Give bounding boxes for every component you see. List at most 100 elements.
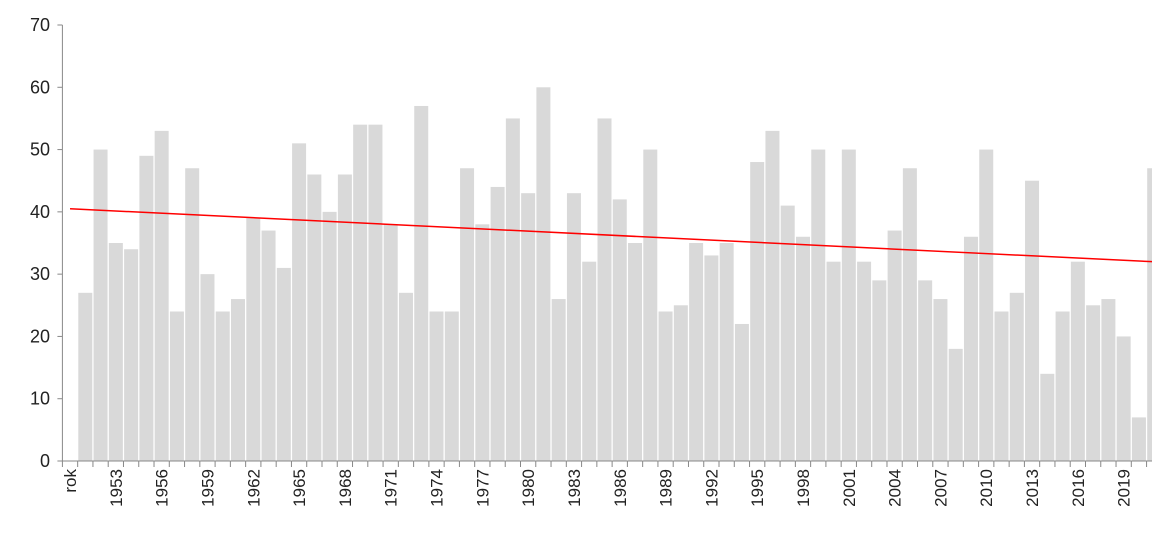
bar [1116, 336, 1131, 461]
x-tick-label: 1968 [336, 469, 355, 507]
bar [505, 118, 520, 461]
bar [612, 199, 627, 461]
bar [704, 255, 719, 461]
bar [231, 299, 246, 461]
bar [1101, 299, 1116, 461]
bar [414, 105, 429, 461]
bar [826, 261, 841, 461]
bar [658, 311, 673, 461]
y-tick-label: 50 [30, 140, 50, 160]
x-tick-label: 2004 [886, 469, 905, 507]
bar [200, 274, 215, 461]
bar [719, 243, 734, 461]
x-tick-label: 1998 [794, 469, 813, 507]
bar [673, 305, 688, 461]
bar [994, 311, 1009, 461]
x-tick-label: 1962 [244, 469, 263, 507]
x-tick-label: 1995 [748, 469, 767, 507]
bar [460, 168, 475, 461]
x-tick-label: 2010 [977, 469, 996, 507]
bar [795, 236, 810, 461]
bar [261, 230, 276, 461]
bar [429, 311, 444, 461]
bar [521, 193, 536, 461]
x-tick-label: 1953 [107, 469, 126, 507]
bar [902, 168, 917, 461]
bar [1086, 305, 1101, 461]
bar [108, 243, 123, 461]
y-tick-label: 0 [40, 451, 50, 471]
bar [750, 162, 765, 461]
y-tick-label: 60 [30, 77, 50, 97]
bar [139, 155, 154, 462]
bar [979, 149, 994, 462]
bar [841, 149, 856, 462]
bar [857, 261, 872, 461]
bar [337, 174, 352, 461]
bar [689, 243, 704, 461]
bar [185, 168, 200, 461]
x-tick-label: 1965 [290, 469, 309, 507]
bar [475, 224, 490, 461]
bar [566, 193, 581, 461]
bar [398, 292, 413, 461]
bar [872, 280, 887, 461]
bar [918, 280, 933, 461]
bar [444, 311, 459, 461]
x-tick-label: 2001 [840, 469, 859, 507]
bar [1131, 417, 1146, 461]
x-tick-label: 2013 [1023, 469, 1042, 507]
bar [597, 118, 612, 461]
y-tick-label: 10 [30, 389, 50, 409]
x-tick-label: 1971 [382, 469, 401, 507]
bar [628, 243, 643, 461]
y-tick-label: 20 [30, 326, 50, 346]
x-tick-label: 1986 [611, 469, 630, 507]
bar [124, 249, 139, 461]
bar [490, 186, 505, 461]
bar [1147, 168, 1152, 461]
bar [276, 267, 291, 461]
trend-line [69, 207, 1152, 263]
bar [933, 299, 948, 461]
bar [368, 124, 383, 462]
bar [1025, 180, 1040, 461]
bar [887, 230, 902, 461]
bar [383, 224, 398, 461]
bar [169, 311, 184, 461]
bar [551, 299, 566, 461]
bar [93, 149, 108, 462]
bar [215, 311, 230, 461]
y-tick-label: 40 [30, 202, 50, 222]
bar [765, 130, 780, 461]
bar [811, 149, 826, 462]
bar [780, 205, 795, 461]
x-tick-label: 1983 [565, 469, 584, 507]
x-tick-label: 1980 [519, 469, 538, 507]
bar [643, 149, 658, 462]
x-tick-label: 1956 [153, 469, 172, 507]
bar [1009, 292, 1024, 461]
x-tick-label: 1959 [198, 469, 217, 507]
bar [1070, 261, 1085, 461]
bar [78, 292, 93, 461]
bar [154, 130, 169, 461]
x-tick-label: 1989 [657, 469, 676, 507]
bar [246, 218, 261, 461]
bar [734, 323, 749, 461]
bar [307, 174, 322, 461]
bar [353, 124, 368, 462]
bar [1040, 373, 1055, 461]
x-tick-label: 2019 [1115, 469, 1134, 507]
bar [963, 236, 978, 461]
bar [322, 211, 337, 461]
x-tick-label: 1974 [428, 469, 447, 507]
bar [536, 87, 551, 462]
x-tick-label: rok [61, 469, 80, 493]
y-tick-label: 30 [30, 264, 50, 284]
bar [582, 261, 597, 461]
bar [1055, 311, 1070, 461]
bar [948, 348, 963, 461]
x-tick-label: 1992 [702, 469, 721, 507]
